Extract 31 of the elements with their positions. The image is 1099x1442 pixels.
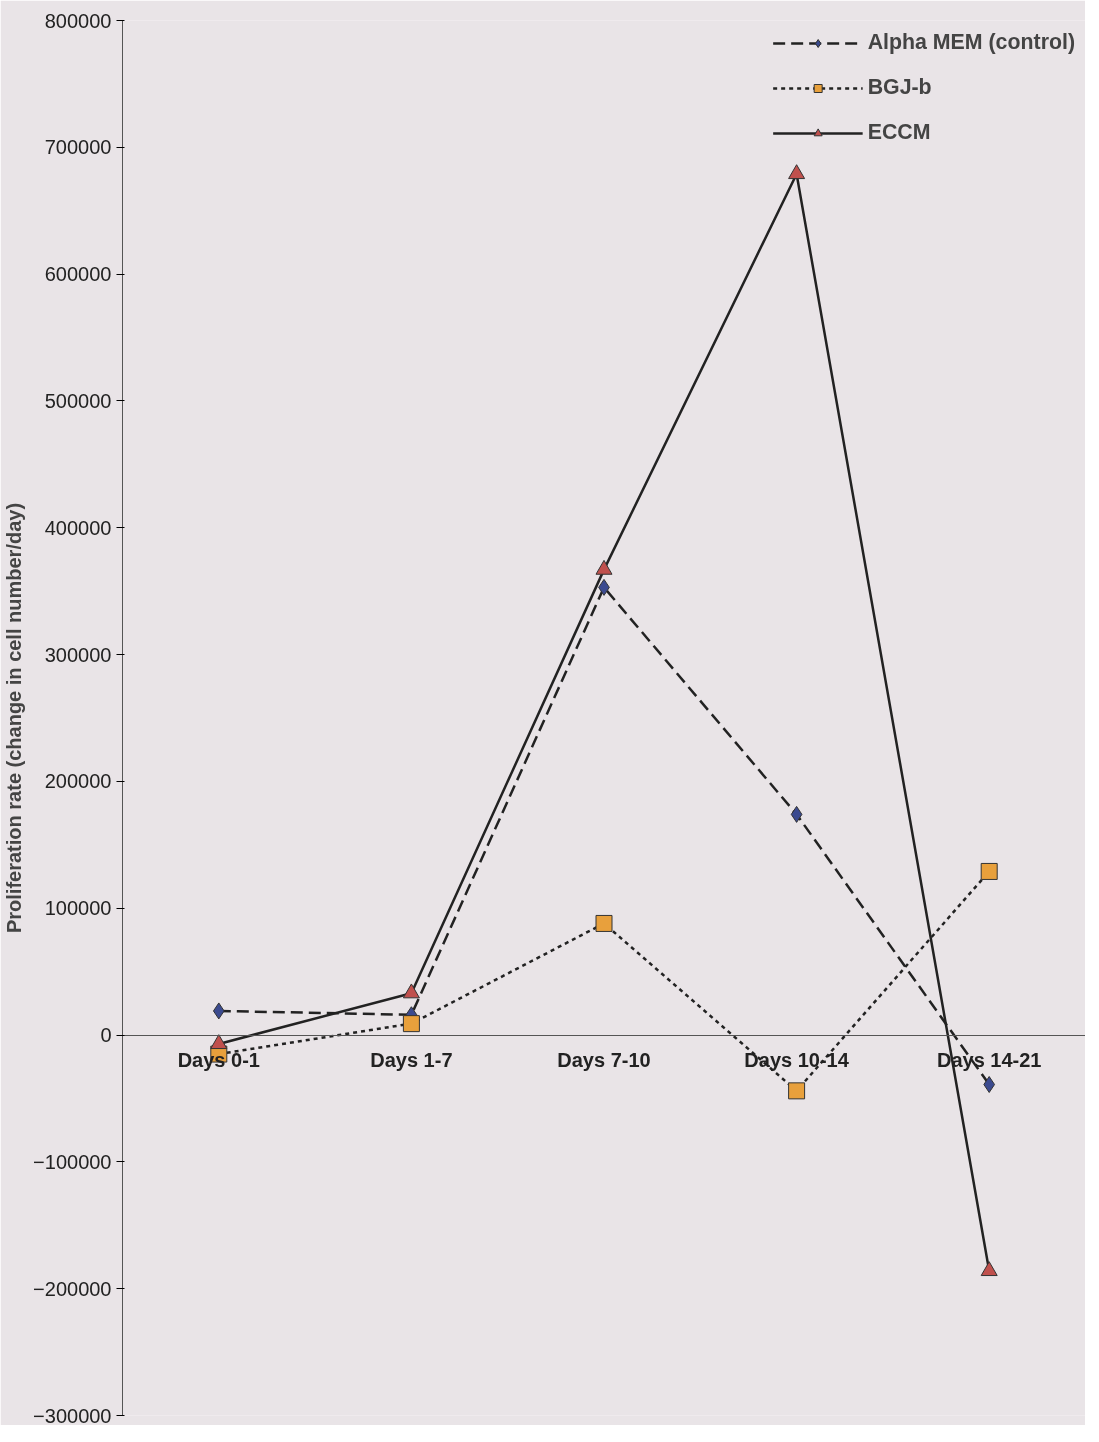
y-tick-label: 800000 <box>44 9 112 32</box>
y-tick-label: −100000 <box>33 1150 112 1173</box>
legend-label: ECCM <box>867 120 931 145</box>
y-tick-label: 700000 <box>44 136 112 159</box>
y-tick-label: 600000 <box>44 263 112 286</box>
point <box>210 1034 228 1050</box>
x-tick-label: Days 0-1 <box>177 1049 260 1072</box>
point <box>212 1002 225 1020</box>
point <box>983 1076 996 1093</box>
point <box>595 914 613 932</box>
point <box>790 805 803 823</box>
legend-label: BGJ-b <box>867 75 932 100</box>
y-tick-label: 0 <box>100 1024 112 1047</box>
y-axis-title: Proliferation rate (change in cell number/day) <box>3 502 26 934</box>
x-tick-label: Days 10-14 <box>744 1049 850 1072</box>
y-tick-label: −300000 <box>33 1404 112 1427</box>
point <box>402 983 420 999</box>
x-tick-label: Days 7-10 <box>557 1049 651 1072</box>
point <box>402 1015 420 1033</box>
point <box>595 559 613 575</box>
y-tick-label: 100000 <box>44 897 112 920</box>
x-tick-label: Days 1-7 <box>370 1049 453 1072</box>
point <box>788 164 806 180</box>
y-tick-label: 400000 <box>44 516 112 539</box>
y-tick-label: 300000 <box>44 643 112 666</box>
point <box>788 1082 806 1100</box>
legend-label: Alpha MEM (control) <box>867 30 1075 55</box>
y-tick-label: 500000 <box>44 389 112 412</box>
point <box>980 862 998 880</box>
y-tick-label: −200000 <box>33 1277 112 1300</box>
y-tick-label: 200000 <box>44 770 112 793</box>
